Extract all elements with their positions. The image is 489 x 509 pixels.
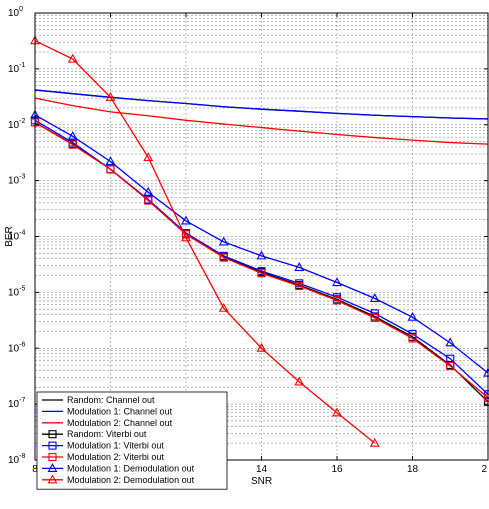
- triangle-marker: [407, 311, 418, 321]
- triangle-marker: [369, 293, 380, 302]
- tick-marks: [34, 12, 489, 461]
- legend-label: Modulation 2: Demodulation out: [67, 475, 195, 485]
- y-tick-labels: 100 10-1 10-2 10-3 10-4 10-5 10-6 10-7 10-8: [8, 6, 25, 466]
- square-marker: [370, 313, 379, 322]
- square-marker: [295, 281, 304, 291]
- series-3: [34, 97, 489, 145]
- square-marker: [68, 140, 77, 149]
- legend-entry: Modulation 1: Viterbi out: [42, 441, 164, 451]
- triangle-marker: [143, 152, 154, 161]
- legend-label: Modulation 1: Viterbi out: [67, 441, 164, 451]
- series-line: [34, 114, 489, 374]
- y-tick-label: 10-3: [8, 174, 25, 187]
- square-marker: [446, 362, 455, 371]
- triangle-marker: [47, 474, 58, 484]
- series-7: [30, 109, 489, 377]
- triangle-marker: [369, 437, 380, 447]
- square-marker: [219, 253, 228, 262]
- y-tick-label: 10-4: [8, 230, 25, 243]
- triangle-marker: [256, 250, 267, 260]
- triangle-marker: [294, 376, 305, 386]
- y-tick-label: 100: [8, 6, 23, 19]
- legend-label: Random: Viterbi out: [67, 429, 147, 439]
- triangle-marker: [181, 232, 191, 242]
- triangle-marker: [67, 53, 78, 63]
- square-marker: [48, 441, 57, 450]
- x-tick-label: 8: [32, 464, 38, 475]
- square-marker: [48, 452, 57, 462]
- triangle-marker: [294, 262, 305, 271]
- triangle-marker: [181, 215, 191, 225]
- y-tick-label: 10-2: [8, 118, 25, 131]
- legend-entry: Modulation 1: Demodulation out: [42, 463, 195, 473]
- grid: [35, 13, 488, 460]
- square-marker: [332, 296, 342, 305]
- triangle-marker: [105, 91, 116, 101]
- series-line: [34, 121, 489, 399]
- square-marker: [370, 309, 379, 318]
- legend-entry: Random: Viterbi out: [42, 429, 147, 439]
- legend-label: Modulation 1: Channel out: [67, 406, 173, 416]
- y-tick-label: 10-6: [8, 341, 25, 354]
- x-tick-label: 2: [481, 464, 487, 475]
- triangle-marker: [105, 156, 116, 166]
- x-axis-title: SNR: [251, 476, 272, 487]
- triangle-marker: [67, 131, 78, 140]
- y-tick-label: 10-7: [8, 397, 25, 410]
- square-marker: [106, 165, 115, 174]
- series-6: [30, 118, 489, 402]
- x-tick-label: 14: [256, 464, 268, 475]
- square-marker: [408, 329, 417, 339]
- series-group: [30, 35, 489, 447]
- y-tick-label: 10-1: [8, 62, 25, 75]
- triangle-marker: [218, 302, 229, 312]
- legend-label: Modulation 2: Channel out: [67, 418, 173, 428]
- series-line: [34, 40, 376, 444]
- y-axis-title: BER: [4, 226, 15, 247]
- series-line: [34, 97, 489, 145]
- square-marker: [144, 196, 153, 205]
- y-tick-label: 10-8: [8, 453, 25, 466]
- legend-entry: Modulation 2: Viterbi out: [42, 452, 164, 462]
- triangle-marker: [332, 277, 342, 287]
- x-tick-label: 18: [407, 464, 419, 475]
- y-tick-label: 10-5: [8, 285, 25, 298]
- x-tick-label: 16: [331, 464, 343, 475]
- legend-label: Random: Channel out: [67, 395, 155, 405]
- legend-box: [36, 391, 228, 490]
- legend-label: Modulation 2: Viterbi out: [67, 452, 164, 462]
- triangle-marker: [47, 463, 58, 472]
- triangle-marker: [445, 337, 456, 347]
- legend-entry: Modulation 2: Demodulation out: [42, 474, 195, 485]
- legend-label: Modulation 1: Demodulation out: [67, 463, 195, 473]
- legend-entry: Modulation 2: Channel out: [42, 418, 173, 428]
- square-marker: [257, 269, 266, 278]
- triangle-marker: [332, 407, 342, 417]
- square-marker: [408, 334, 417, 343]
- triangle-marker: [256, 342, 267, 352]
- triangle-marker: [143, 186, 154, 196]
- square-marker: [48, 430, 57, 439]
- triangle-marker: [218, 236, 229, 246]
- legend-entry: Modulation 1: Channel out: [42, 406, 173, 416]
- legend-entry: Random: Channel out: [42, 395, 155, 405]
